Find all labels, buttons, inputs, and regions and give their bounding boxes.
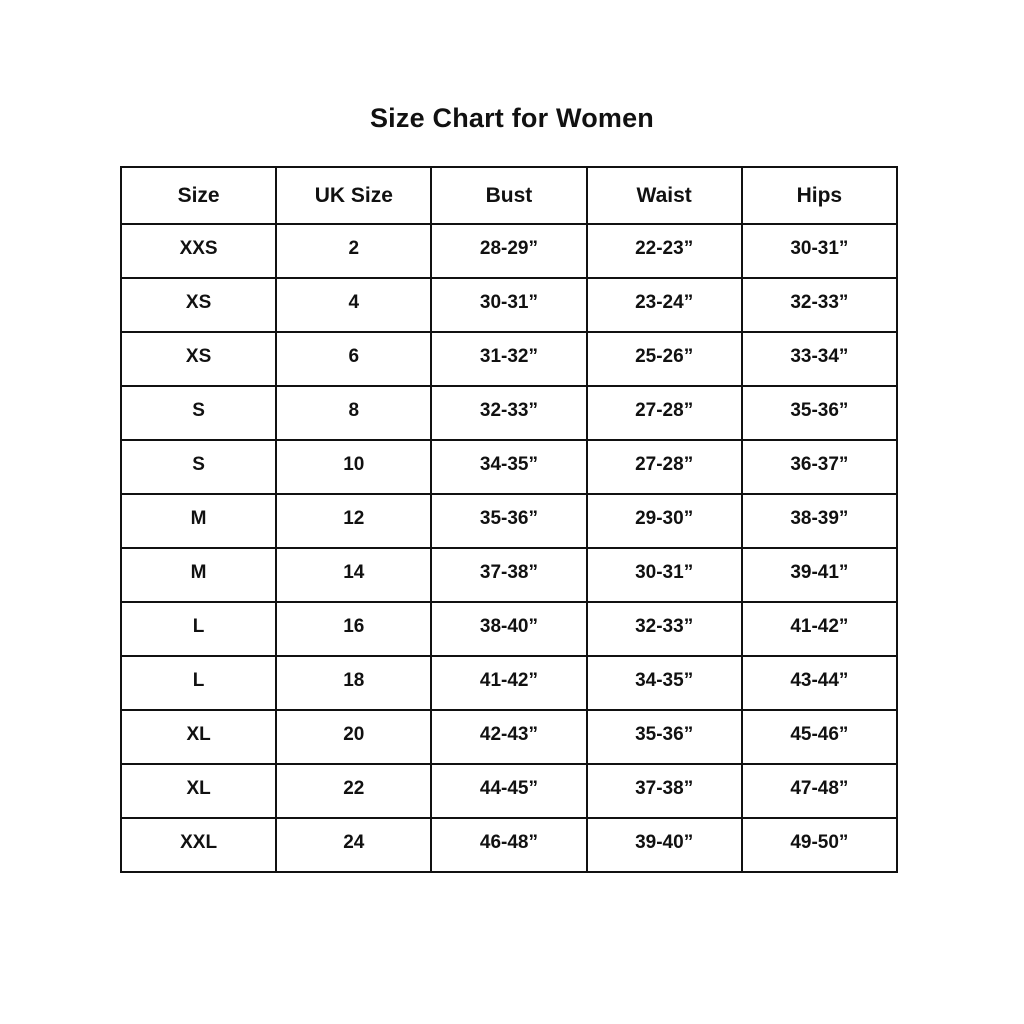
table-cell: 32-33” bbox=[585, 601, 743, 657]
table-cell: 27-28” bbox=[585, 385, 743, 441]
table-cell: XS bbox=[119, 277, 278, 333]
table-cell: 46-48” bbox=[430, 817, 588, 873]
size-chart-table: Size UK Size Bust Waist Hips XXS 2 28-29” 2… bbox=[119, 166, 899, 873]
column-header-bust: Bust bbox=[430, 166, 588, 225]
table-cell: 34-35” bbox=[430, 439, 588, 495]
table-header-row: Size UK Size Bust Waist Hips bbox=[119, 166, 899, 225]
table-cell: S bbox=[119, 385, 278, 441]
table-cell: 14 bbox=[275, 547, 433, 603]
table-cell: 27-28” bbox=[585, 439, 743, 495]
table-cell: XXS bbox=[119, 223, 278, 279]
table-cell: 35-36” bbox=[740, 385, 899, 441]
table-cell: 45-46” bbox=[740, 709, 899, 765]
table-cell: M bbox=[119, 547, 278, 603]
table-cell: 31-32” bbox=[430, 331, 588, 387]
table-cell: 47-48” bbox=[740, 763, 899, 819]
table-cell: 49-50” bbox=[740, 817, 899, 873]
table-body: XXS 2 28-29” 22-23” 30-31” XS 4 30-31” 23-24” 32-… bbox=[119, 223, 899, 873]
table-cell: 24 bbox=[275, 817, 433, 873]
table-header: Size UK Size Bust Waist Hips bbox=[119, 166, 899, 225]
table-row: XL 20 42-43” 35-36” 45-46” bbox=[119, 709, 899, 765]
table-cell: 41-42” bbox=[430, 655, 588, 711]
table-cell: 29-30” bbox=[585, 493, 743, 549]
table-cell: L bbox=[119, 601, 278, 657]
table-cell: XXL bbox=[119, 817, 278, 873]
page-title: Size Chart for Women bbox=[369, 103, 655, 133]
table-cell: XL bbox=[119, 709, 278, 765]
table-cell: 20 bbox=[275, 709, 433, 765]
table-cell: 39-40” bbox=[585, 817, 743, 873]
table-cell: 38-40” bbox=[430, 601, 588, 657]
table-row: L 16 38-40” 32-33” 41-42” bbox=[119, 601, 899, 657]
table-cell: 41-42” bbox=[740, 601, 899, 657]
table-cell: 22-23” bbox=[585, 223, 743, 279]
column-header-waist: Waist bbox=[585, 166, 743, 225]
table-row: S 8 32-33” 27-28” 35-36” bbox=[119, 385, 899, 441]
size-chart-table-wrap: Size UK Size Bust Waist Hips XXS 2 28-29” 2… bbox=[119, 166, 899, 873]
table-cell: 25-26” bbox=[585, 331, 743, 387]
column-header-hips: Hips bbox=[740, 166, 899, 225]
table-cell: 16 bbox=[275, 601, 433, 657]
table-cell: 42-43” bbox=[430, 709, 588, 765]
table-cell: 30-31” bbox=[585, 547, 743, 603]
table-cell: 18 bbox=[275, 655, 433, 711]
table-row: XXL 24 46-48” 39-40” 49-50” bbox=[119, 817, 899, 873]
table-cell: 32-33” bbox=[740, 277, 899, 333]
table-cell: 38-39” bbox=[740, 493, 899, 549]
table-cell: 6 bbox=[275, 331, 433, 387]
table-cell: 8 bbox=[275, 385, 433, 441]
table-cell: 23-24” bbox=[585, 277, 743, 333]
table-row: L 18 41-42” 34-35” 43-44” bbox=[119, 655, 899, 711]
table-cell: 33-34” bbox=[740, 331, 899, 387]
column-header-size: Size bbox=[119, 166, 278, 225]
table-cell: 36-37” bbox=[740, 439, 899, 495]
table-cell: XS bbox=[119, 331, 278, 387]
table-row: XS 6 31-32” 25-26” 33-34” bbox=[119, 331, 899, 387]
table-cell: 43-44” bbox=[740, 655, 899, 711]
table-cell: L bbox=[119, 655, 278, 711]
table-cell: 10 bbox=[275, 439, 433, 495]
table-cell: 39-41” bbox=[740, 547, 899, 603]
table-row: S 10 34-35” 27-28” 36-37” bbox=[119, 439, 899, 495]
column-header-uk-size: UK Size bbox=[275, 166, 433, 225]
table-cell: 30-31” bbox=[430, 277, 588, 333]
table-cell: 22 bbox=[275, 763, 433, 819]
table-cell: 32-33” bbox=[430, 385, 588, 441]
table-cell: 37-38” bbox=[430, 547, 588, 603]
table-row: M 12 35-36” 29-30” 38-39” bbox=[119, 493, 899, 549]
table-row: M 14 37-38” 30-31” 39-41” bbox=[119, 547, 899, 603]
table-cell: 34-35” bbox=[585, 655, 743, 711]
table-cell: M bbox=[119, 493, 278, 549]
table-cell: 35-36” bbox=[430, 493, 588, 549]
table-cell: 4 bbox=[275, 277, 433, 333]
table-cell: 44-45” bbox=[430, 763, 588, 819]
table-cell: XL bbox=[119, 763, 278, 819]
table-row: XS 4 30-31” 23-24” 32-33” bbox=[119, 277, 899, 333]
table-cell: 35-36” bbox=[585, 709, 743, 765]
table-row: XL 22 44-45” 37-38” 47-48” bbox=[119, 763, 899, 819]
table-row: XXS 2 28-29” 22-23” 30-31” bbox=[119, 223, 899, 279]
table-cell: 28-29” bbox=[430, 223, 588, 279]
table-cell: 12 bbox=[275, 493, 433, 549]
table-cell: 37-38” bbox=[585, 763, 743, 819]
table-cell: 30-31” bbox=[740, 223, 899, 279]
table-cell: 2 bbox=[275, 223, 433, 279]
table-cell: S bbox=[119, 439, 278, 495]
